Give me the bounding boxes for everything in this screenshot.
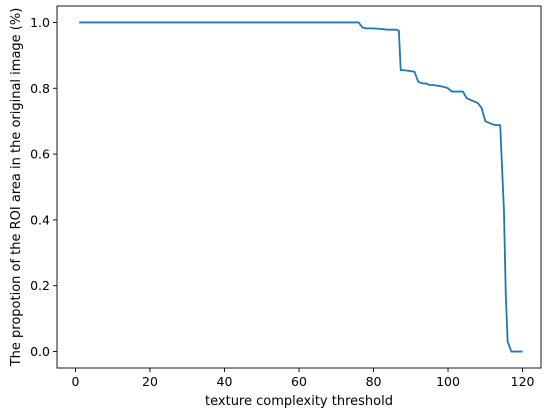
y-tick-label: 1.0: [30, 15, 50, 30]
x-axis-label: texture complexity threshold: [205, 394, 393, 409]
x-tick-label: 100: [436, 374, 460, 389]
series-layer: [79, 21, 523, 353]
tick-layer: 0 20 40 60 80 100 120 0.0 0.2 0.4 0.6 0.8 1.0: [30, 15, 534, 389]
y-tick-label: 0.0: [30, 344, 50, 359]
x-tick-label: 20: [142, 374, 158, 389]
series-line: [79, 21, 523, 353]
y-tick-label: 0.6: [30, 147, 50, 162]
x-tick-label: 0: [71, 374, 79, 389]
plot-frame: [56, 5, 542, 369]
y-tick-label: 0.4: [30, 212, 50, 227]
y-tick-label: 0.2: [30, 278, 50, 293]
y-axis-label: The propotion of the ROI area in the ori…: [9, 8, 24, 368]
y-tick-label: 0.8: [30, 81, 50, 96]
x-tick-label: 120: [511, 374, 535, 389]
x-tick-label: 40: [217, 374, 233, 389]
x-tick-label: 60: [291, 374, 307, 389]
x-tick-label: 80: [366, 374, 382, 389]
